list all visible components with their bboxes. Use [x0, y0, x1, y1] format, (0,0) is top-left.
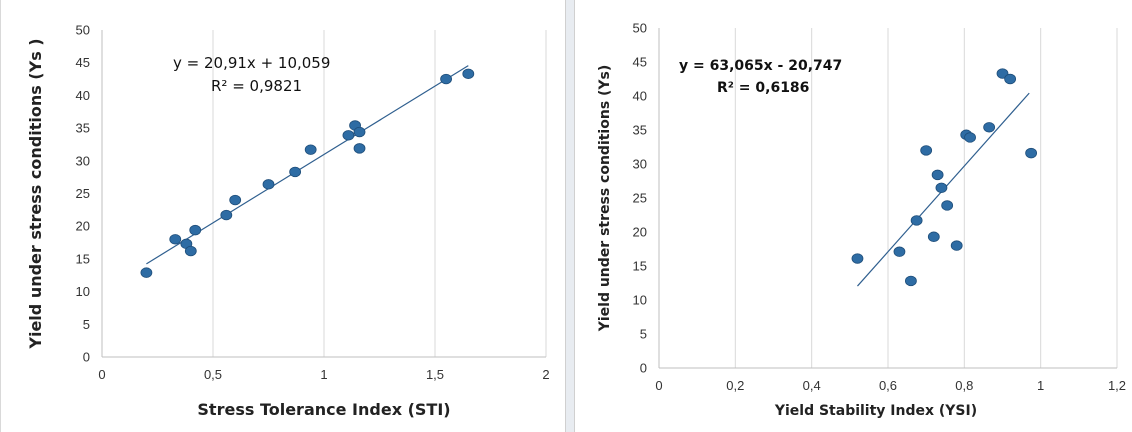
x-tick-label: 1,2 — [1108, 378, 1126, 393]
data-point — [935, 182, 948, 194]
x-axis-title: Yield Stability Index (YSI) — [774, 403, 977, 419]
data-point — [950, 240, 963, 251]
x-tick-label: 1,5 — [426, 367, 444, 382]
data-point — [1004, 73, 1017, 85]
y-tick-label: 50 — [76, 23, 90, 38]
y-tick-label: 20 — [76, 219, 90, 234]
data-point — [927, 231, 940, 242]
x-tick-label: 0,6 — [879, 378, 897, 393]
data-point — [169, 234, 182, 245]
y-tick-label: 0 — [83, 350, 90, 365]
sti-scatter-chart: 0 5 10 15 20 25 30 35 40 45 50 0 0,5 1 1,5 2 y = 20,91x … — [26, 23, 550, 420]
data-point — [220, 209, 233, 221]
x-tick-label: 0,4 — [803, 378, 821, 393]
y-tick-label: 20 — [633, 225, 647, 240]
data-point — [262, 179, 275, 190]
y-tick-label: 25 — [76, 186, 90, 201]
x-tick-label: 0 — [655, 378, 662, 393]
data-point — [851, 253, 864, 264]
data-point — [440, 73, 453, 85]
y-tick-label: 5 — [640, 327, 647, 342]
chart-panel-ysi: 0 5 10 15 20 25 30 35 40 45 50 0 0,2 0,4 0,6 0,8 1 1,2 y =… — [574, 0, 1132, 432]
y-tick-label: 35 — [76, 121, 90, 136]
data-point — [353, 143, 366, 154]
y-tick-label: 5 — [83, 317, 90, 332]
y-tick-label: 35 — [633, 123, 647, 138]
y-tick-label: 10 — [76, 284, 90, 299]
x-axis-title: Stress Tolerance Index (STI) — [197, 400, 450, 419]
data-point — [289, 166, 302, 178]
data-point — [931, 169, 944, 181]
data-point — [1025, 147, 1038, 159]
data-point — [189, 224, 202, 236]
x-tick-label: 1 — [320, 367, 327, 382]
x-tick-label: 1 — [1037, 378, 1044, 393]
chart-panel-sti: 0 5 10 15 20 25 30 35 40 45 50 0 0,5 1 1,5 2 y = 20,91x … — [0, 0, 566, 432]
y-axis-title: Yield under stress conditions (Ys) — [597, 65, 613, 333]
data-point — [920, 145, 933, 156]
y-tick-label: 50 — [633, 21, 647, 36]
y-tick-label: 15 — [76, 251, 90, 266]
y-tick-label: 15 — [633, 259, 647, 274]
trendline-equation: y = 20,91x + 10,059 — [173, 54, 330, 72]
x-tick-label: 0,8 — [955, 378, 973, 393]
data-point — [893, 246, 906, 257]
trendline-equation: y = 63,065x - 20,747 — [679, 58, 842, 74]
data-point — [342, 130, 355, 141]
y-tick-label: 10 — [633, 293, 647, 308]
data-point — [462, 68, 475, 80]
data-point — [184, 245, 197, 257]
y-tick-label: 45 — [633, 55, 647, 70]
panel-divider — [566, 0, 574, 432]
x-tick-label: 0,2 — [726, 378, 744, 393]
data-point — [941, 200, 954, 211]
y-tick-label: 30 — [633, 157, 647, 172]
y-tick-label: 40 — [633, 89, 647, 104]
x-tick-label: 0,5 — [204, 367, 222, 382]
ysi-scatter-chart: 0 5 10 15 20 25 30 35 40 45 50 0 0,2 0,4 0,6 0,8 1 1,2 y =… — [597, 21, 1126, 420]
data-point — [229, 194, 242, 206]
y-tick-label: 30 — [76, 153, 90, 168]
y-tick-label: 40 — [76, 88, 90, 103]
y-axis-title: Yield under stress conditions (Ys ) — [26, 38, 45, 349]
r-squared-label: R² = 0,9821 — [211, 77, 302, 95]
data-point — [910, 215, 923, 226]
data-point — [996, 68, 1009, 79]
x-tick-label: 0 — [98, 367, 105, 382]
r-squared-label: R² = 0,6186 — [717, 80, 809, 96]
y-tick-label: 45 — [76, 55, 90, 70]
data-point — [983, 122, 996, 133]
x-tick-label: 2 — [542, 367, 549, 382]
y-tick-label: 25 — [633, 191, 647, 206]
data-point — [353, 126, 366, 138]
data-point — [140, 267, 153, 278]
data-point — [964, 132, 976, 143]
data-point — [904, 275, 917, 287]
y-tick-label: 0 — [640, 361, 647, 376]
data-point — [304, 144, 317, 155]
